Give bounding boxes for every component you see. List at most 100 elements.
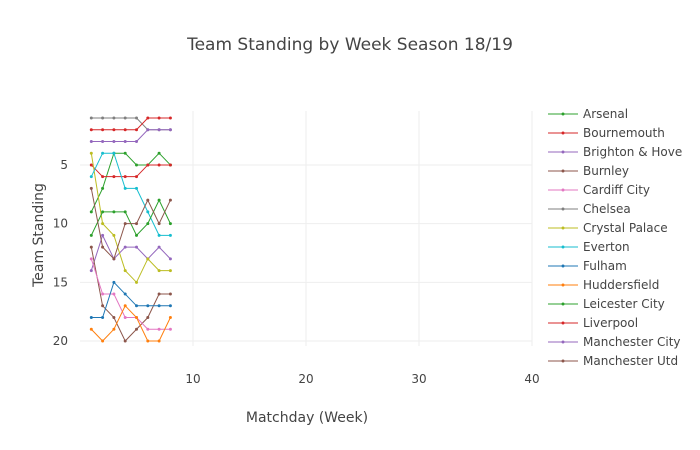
legend-label: Manchester Utd bbox=[583, 354, 678, 368]
data-point bbox=[89, 327, 93, 331]
legend-item[interactable]: Liverpool bbox=[548, 316, 638, 330]
x-axis-label: Matchday (Week) bbox=[246, 410, 368, 426]
series-line bbox=[91, 129, 171, 142]
legend-label: Everton bbox=[583, 240, 630, 254]
data-point bbox=[123, 339, 127, 343]
data-point bbox=[89, 139, 93, 143]
legend-marker bbox=[561, 226, 565, 230]
legend-marker bbox=[561, 264, 565, 268]
data-point bbox=[112, 151, 116, 155]
data-point bbox=[123, 128, 127, 132]
data-point bbox=[146, 222, 150, 226]
legend-item[interactable]: Brighton & Hove bbox=[548, 145, 682, 159]
grid bbox=[80, 111, 533, 346]
data-point bbox=[135, 327, 138, 331]
legend-item[interactable]: Burnley bbox=[548, 164, 629, 178]
legend[interactable]: Arsenal Bournemouth Brighton & Hove Burnley… bbox=[548, 107, 682, 368]
legend-marker bbox=[561, 150, 565, 154]
legend-item[interactable]: Huddersfield bbox=[548, 278, 659, 292]
data-point bbox=[146, 327, 150, 331]
data-point bbox=[157, 198, 161, 202]
data-point bbox=[135, 128, 138, 132]
legend-item[interactable]: Manchester Utd bbox=[548, 354, 678, 368]
legend-item[interactable]: Arsenal bbox=[548, 107, 628, 121]
data-point bbox=[112, 257, 116, 261]
data-point bbox=[112, 210, 116, 214]
legend-marker bbox=[561, 112, 565, 116]
data-point bbox=[101, 245, 105, 249]
data-point bbox=[89, 269, 93, 273]
legend-item[interactable]: Crystal Palace bbox=[548, 221, 668, 235]
data-point bbox=[157, 327, 161, 331]
data-point bbox=[168, 316, 172, 320]
data-point bbox=[168, 292, 172, 296]
legend-label: Burnley bbox=[583, 164, 629, 178]
data-point bbox=[89, 245, 93, 249]
data-point bbox=[89, 116, 93, 120]
data-point bbox=[168, 233, 172, 237]
data-point bbox=[157, 222, 161, 226]
data-point bbox=[123, 151, 127, 155]
legend-item[interactable]: Manchester City bbox=[548, 335, 681, 349]
data-point bbox=[157, 163, 161, 167]
legend-item[interactable]: Cardiff City bbox=[548, 183, 650, 197]
data-point bbox=[135, 139, 138, 143]
legend-item[interactable]: Everton bbox=[548, 240, 630, 254]
series-line bbox=[90, 247, 171, 342]
legend-label: Manchester City bbox=[583, 335, 681, 349]
data-point bbox=[101, 139, 105, 143]
data-point bbox=[89, 316, 93, 320]
data-point bbox=[168, 116, 172, 120]
data-point bbox=[123, 292, 127, 296]
data-point bbox=[157, 128, 161, 132]
y-axis-label: Team Standing bbox=[31, 183, 47, 288]
data-point bbox=[146, 316, 150, 320]
data-point bbox=[168, 269, 172, 273]
chart-title: Team Standing by Week Season 18/19 bbox=[186, 35, 513, 55]
x-tick-label: 20 bbox=[298, 372, 313, 386]
data-point bbox=[89, 186, 93, 190]
legend-item[interactable]: Bournemouth bbox=[548, 126, 665, 140]
series-line bbox=[91, 281, 171, 319]
data-point bbox=[146, 198, 150, 202]
legend-marker bbox=[561, 302, 565, 306]
data-point bbox=[135, 280, 138, 284]
data-point bbox=[135, 175, 138, 179]
data-point bbox=[135, 304, 138, 308]
x-tick-label: 30 bbox=[411, 372, 426, 386]
data-point bbox=[168, 128, 172, 132]
data-point bbox=[135, 222, 138, 226]
legend-item[interactable]: Chelsea bbox=[548, 202, 631, 216]
data-point bbox=[112, 280, 116, 284]
legend-label: Crystal Palace bbox=[583, 221, 668, 235]
legend-marker bbox=[561, 131, 565, 135]
series-line bbox=[90, 258, 171, 330]
series-line bbox=[90, 153, 171, 284]
y-axis-ticks: 5 10 15 20 bbox=[53, 158, 68, 348]
data-point bbox=[101, 292, 105, 296]
series-line bbox=[90, 188, 171, 260]
data-point bbox=[135, 316, 138, 320]
data-point bbox=[123, 175, 127, 179]
series-line bbox=[90, 199, 171, 237]
series-line bbox=[91, 117, 171, 131]
data-point bbox=[123, 186, 127, 190]
data-point bbox=[112, 327, 116, 331]
series-line bbox=[90, 152, 171, 236]
data-point bbox=[157, 292, 161, 296]
data-point bbox=[89, 210, 93, 214]
data-point bbox=[146, 257, 150, 261]
legend-marker bbox=[561, 207, 565, 211]
legend-label: Leicester City bbox=[583, 297, 665, 311]
data-point bbox=[157, 245, 161, 249]
data-point bbox=[157, 269, 161, 273]
legend-item[interactable]: Fulham bbox=[548, 259, 627, 273]
data-point bbox=[89, 151, 93, 155]
data-point bbox=[135, 186, 138, 190]
data-point bbox=[123, 304, 127, 308]
y-tick-label: 15 bbox=[53, 275, 68, 289]
legend-item[interactable]: Leicester City bbox=[548, 297, 665, 311]
y-tick-label: 5 bbox=[60, 158, 68, 172]
data-point bbox=[168, 304, 172, 308]
